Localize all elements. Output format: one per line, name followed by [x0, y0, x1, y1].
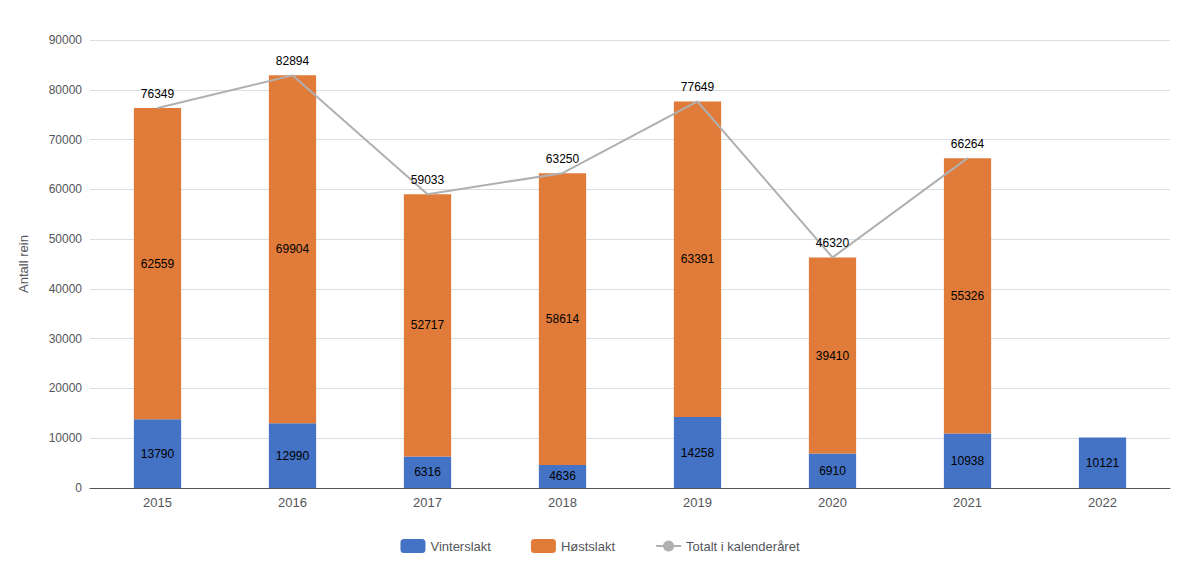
- svg-text:12990: 12990: [276, 449, 310, 463]
- svg-text:62559: 62559: [141, 257, 175, 271]
- svg-text:59033: 59033: [411, 173, 445, 187]
- svg-text:10938: 10938: [951, 454, 985, 468]
- svg-text:2019: 2019: [683, 495, 712, 510]
- svg-text:50000: 50000: [49, 232, 83, 246]
- svg-text:30000: 30000: [49, 332, 83, 346]
- svg-text:2017: 2017: [413, 495, 442, 510]
- svg-text:10121: 10121: [1086, 456, 1120, 470]
- svg-text:2022: 2022: [1088, 495, 1117, 510]
- svg-text:Vinterslakt: Vinterslakt: [430, 539, 491, 554]
- svg-text:Høstslakt: Høstslakt: [561, 539, 616, 554]
- svg-text:46320: 46320: [816, 236, 850, 250]
- svg-text:60000: 60000: [49, 182, 83, 196]
- svg-text:39410: 39410: [816, 349, 850, 363]
- svg-text:80000: 80000: [49, 83, 83, 97]
- svg-text:6316: 6316: [414, 465, 441, 479]
- svg-text:4636: 4636: [549, 469, 576, 483]
- svg-text:10000: 10000: [49, 431, 83, 445]
- svg-text:58614: 58614: [546, 312, 580, 326]
- svg-text:6910: 6910: [819, 464, 846, 478]
- svg-text:2015: 2015: [143, 495, 172, 510]
- svg-text:40000: 40000: [49, 282, 83, 296]
- svg-text:0: 0: [75, 481, 82, 495]
- svg-text:Antall rein: Antall rein: [16, 235, 31, 293]
- svg-text:52717: 52717: [411, 318, 445, 332]
- svg-text:14258: 14258: [681, 446, 715, 460]
- svg-text:2020: 2020: [818, 495, 847, 510]
- svg-text:55326: 55326: [951, 289, 985, 303]
- svg-text:70000: 70000: [49, 133, 83, 147]
- svg-text:82894: 82894: [276, 54, 310, 68]
- svg-text:13790: 13790: [141, 447, 175, 461]
- svg-text:90000: 90000: [49, 33, 83, 47]
- svg-text:63250: 63250: [546, 152, 580, 166]
- svg-text:76349: 76349: [141, 87, 175, 101]
- svg-text:2021: 2021: [953, 495, 982, 510]
- svg-text:20000: 20000: [49, 381, 83, 395]
- svg-text:63391: 63391: [681, 252, 715, 266]
- svg-text:77649: 77649: [681, 80, 715, 94]
- svg-text:2018: 2018: [548, 495, 577, 510]
- svg-text:69904: 69904: [276, 242, 310, 256]
- svg-text:Totalt i kalenderåret: Totalt i kalenderåret: [686, 539, 800, 554]
- svg-text:2016: 2016: [278, 495, 307, 510]
- svg-text:66264: 66264: [951, 137, 985, 151]
